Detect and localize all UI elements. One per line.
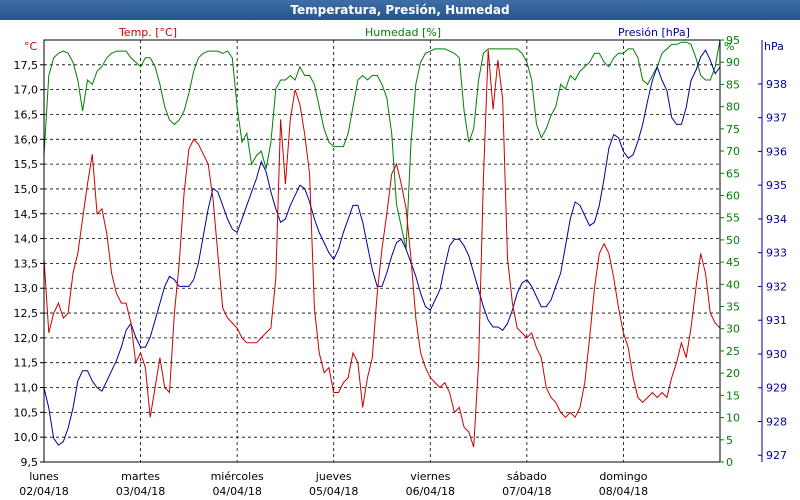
axis-ticks: 17,5 17,0 16,5 16,0 15,5 15,0 14,5 14,0 13,5 13,0… — [14, 34, 788, 498]
temperature-axis-label: Temp. [°C] — [118, 26, 177, 39]
pressure-tick-label: 937 — [766, 112, 787, 125]
series-layer — [43, 39, 721, 448]
temperature-tick-label: 16,5 — [14, 108, 39, 121]
humidity-tick-label: 80 — [726, 101, 740, 114]
temperature-tick-label: 14,5 — [14, 208, 39, 221]
x-day-label: martes — [121, 470, 160, 483]
humidity-tick-label: 5 — [726, 434, 733, 447]
temperature-tick-label: 17,5 — [14, 59, 39, 72]
humidity-tick-label: 15 — [726, 389, 740, 402]
x-day-label: miércoles — [211, 470, 264, 483]
temperature-tick-label: 10,0 — [14, 431, 39, 444]
x-date-label: 02/04/18 — [19, 485, 68, 498]
temperature-tick-label: 12,5 — [14, 307, 39, 320]
plot-frame — [43, 39, 721, 463]
x-day-label: domingo — [599, 470, 647, 483]
temperature-tick-label: 16,0 — [14, 133, 39, 146]
temperature-tick-label: 15,5 — [14, 158, 39, 171]
x-day-label: lunes — [29, 470, 59, 483]
pressure-tick-label: 936 — [766, 145, 787, 158]
humidity-series-line — [43, 39, 721, 249]
x-day-label: sábado — [507, 470, 547, 483]
humidity-tick-label: 65 — [726, 167, 740, 180]
humidity-tick-label: 60 — [726, 189, 740, 202]
humidity-tick-label: 75 — [726, 123, 740, 136]
pressure-axis-label: Presión [hPa] — [618, 26, 690, 39]
temperature-tick-label: 17,0 — [14, 84, 39, 97]
humidity-tick-label: 30 — [726, 323, 740, 336]
humidity-unit-label: % — [724, 40, 734, 53]
temperature-tick-label: 12,0 — [14, 332, 39, 345]
pressure-tick-label: 935 — [766, 179, 787, 192]
pressure-series-line — [43, 49, 721, 446]
pressure-tick-label: 932 — [766, 280, 787, 293]
humidity-axis-label: Humedad [%] — [365, 26, 441, 39]
x-date-label: 07/04/18 — [502, 485, 551, 498]
chart-area: 17,5 17,0 16,5 16,0 15,5 15,0 14,5 14,0 13,5 13,0… — [14, 26, 788, 498]
pressure-tick-label: 933 — [766, 247, 787, 260]
temperature-tick-label: 13,0 — [14, 282, 39, 295]
humidity-tick-label: 35 — [726, 301, 740, 314]
temperature-tick-label: 14,0 — [14, 233, 39, 246]
pressure-tick-label: 931 — [766, 314, 787, 327]
humidity-tick-label: 55 — [726, 212, 740, 225]
humidity-tick-label: 10 — [726, 412, 740, 425]
x-date-label: 05/04/18 — [309, 485, 358, 498]
humidity-tick-label: 45 — [726, 256, 740, 269]
temperature-tick-label: 15,0 — [14, 183, 39, 196]
humidity-tick-label: 0 — [726, 456, 733, 469]
temperature-tick-label: 11,5 — [14, 357, 39, 370]
temperature-series-line — [43, 49, 721, 448]
humidity-tick-label: 95 — [726, 34, 740, 47]
temperature-tick-label: 13,5 — [14, 257, 39, 270]
x-day-label: viernes — [410, 470, 450, 483]
humidity-tick-label: 20 — [726, 367, 740, 380]
x-day-label: jueves — [315, 470, 352, 483]
x-date-label: 08/04/18 — [599, 485, 648, 498]
pressure-tick-label: 938 — [766, 78, 787, 91]
temperature-tick-label: 10,5 — [14, 406, 39, 419]
pressure-tick-label: 934 — [766, 213, 787, 226]
pressure-tick-label: 930 — [766, 348, 787, 361]
humidity-tick-label: 25 — [726, 345, 740, 358]
temperature-tick-label: 9,5 — [21, 456, 39, 469]
x-date-label: 04/04/18 — [212, 485, 261, 498]
humidity-tick-label: 90 — [726, 56, 740, 69]
temperature-unit-label: °C — [24, 40, 38, 53]
humidity-tick-label: 50 — [726, 234, 740, 247]
humidity-tick-label: 40 — [726, 278, 740, 291]
pressure-unit-label: hPa — [764, 40, 784, 53]
pressure-tick-label: 929 — [766, 382, 787, 395]
temperature-tick-label: 11,0 — [14, 382, 39, 395]
x-date-label: 06/04/18 — [406, 485, 455, 498]
humidity-tick-label: 70 — [726, 145, 740, 158]
pressure-tick-label: 927 — [766, 449, 787, 462]
humidity-tick-label: 85 — [726, 78, 740, 91]
pressure-tick-label: 928 — [766, 415, 787, 428]
grid — [44, 40, 720, 462]
chart-title: Temperatura, Presión, Humedad — [0, 0, 800, 20]
x-date-label: 03/04/18 — [116, 485, 165, 498]
